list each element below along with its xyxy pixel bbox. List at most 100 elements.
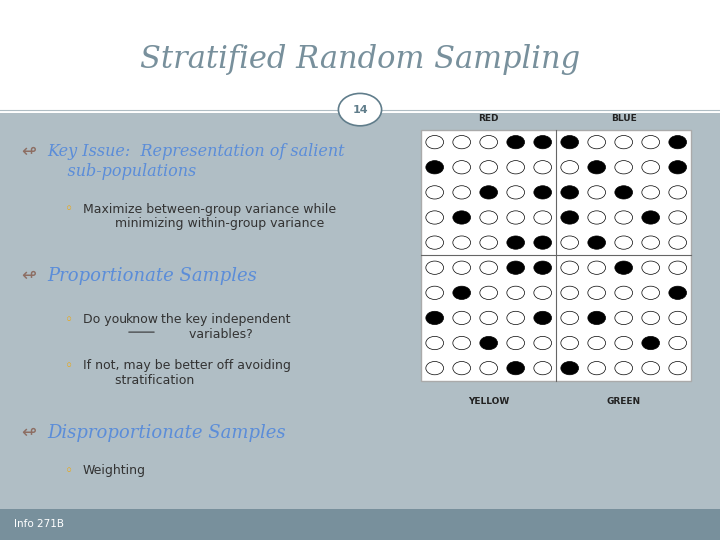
Circle shape xyxy=(507,186,525,199)
Circle shape xyxy=(615,236,633,249)
Circle shape xyxy=(588,186,606,199)
Circle shape xyxy=(480,361,498,375)
Circle shape xyxy=(615,136,633,149)
Circle shape xyxy=(534,336,552,350)
Circle shape xyxy=(561,311,579,325)
Circle shape xyxy=(615,186,633,199)
Circle shape xyxy=(588,336,606,350)
Text: If not, may be better off avoiding
        stratification: If not, may be better off avoiding strat… xyxy=(83,359,291,387)
Circle shape xyxy=(561,286,579,300)
Circle shape xyxy=(453,186,471,199)
Circle shape xyxy=(426,211,444,224)
Circle shape xyxy=(480,336,498,350)
Circle shape xyxy=(642,311,660,325)
Circle shape xyxy=(453,160,471,174)
Circle shape xyxy=(426,186,444,199)
Circle shape xyxy=(561,261,579,274)
Text: Info 271B: Info 271B xyxy=(14,519,64,529)
Circle shape xyxy=(453,136,471,149)
Circle shape xyxy=(669,286,687,300)
Circle shape xyxy=(642,336,660,350)
Circle shape xyxy=(561,160,579,174)
Circle shape xyxy=(615,286,633,300)
Text: Key Issue:  Representation of salient
    sub-populations: Key Issue: Representation of salient sub… xyxy=(47,143,344,180)
FancyBboxPatch shape xyxy=(0,0,720,113)
Text: RED: RED xyxy=(479,114,499,123)
Circle shape xyxy=(426,286,444,300)
Circle shape xyxy=(480,186,498,199)
Circle shape xyxy=(426,136,444,149)
Circle shape xyxy=(534,286,552,300)
Circle shape xyxy=(561,336,579,350)
Text: ◦: ◦ xyxy=(65,202,73,217)
Text: know: know xyxy=(126,313,159,326)
Circle shape xyxy=(453,311,471,325)
Circle shape xyxy=(669,136,687,149)
Text: Stratified Random Sampling: Stratified Random Sampling xyxy=(140,44,580,75)
Circle shape xyxy=(453,361,471,375)
Circle shape xyxy=(426,160,444,174)
Text: ◦: ◦ xyxy=(65,313,73,327)
Circle shape xyxy=(642,236,660,249)
Circle shape xyxy=(642,211,660,224)
Circle shape xyxy=(534,136,552,149)
Circle shape xyxy=(534,236,552,249)
Circle shape xyxy=(534,361,552,375)
Circle shape xyxy=(507,286,525,300)
Circle shape xyxy=(480,160,498,174)
Circle shape xyxy=(642,361,660,375)
Circle shape xyxy=(669,261,687,274)
Text: ◦: ◦ xyxy=(65,464,73,478)
Circle shape xyxy=(669,160,687,174)
Text: Disproportionate Samples: Disproportionate Samples xyxy=(47,424,285,442)
Circle shape xyxy=(453,336,471,350)
Circle shape xyxy=(426,336,444,350)
Circle shape xyxy=(426,236,444,249)
Circle shape xyxy=(426,361,444,375)
Circle shape xyxy=(669,361,687,375)
Circle shape xyxy=(561,136,579,149)
FancyBboxPatch shape xyxy=(0,509,720,540)
Circle shape xyxy=(480,261,498,274)
Circle shape xyxy=(615,361,633,375)
Text: Weighting: Weighting xyxy=(83,464,145,477)
Circle shape xyxy=(480,136,498,149)
Text: Do you: Do you xyxy=(83,313,131,326)
Circle shape xyxy=(453,236,471,249)
Circle shape xyxy=(588,236,606,249)
Circle shape xyxy=(453,211,471,224)
Circle shape xyxy=(615,336,633,350)
Circle shape xyxy=(669,186,687,199)
Text: Maximize between-group variance while
        minimizing within-group variance: Maximize between-group variance while mi… xyxy=(83,202,336,231)
Circle shape xyxy=(588,261,606,274)
Circle shape xyxy=(669,211,687,224)
Text: GREEN: GREEN xyxy=(607,397,641,406)
Circle shape xyxy=(507,311,525,325)
Circle shape xyxy=(534,160,552,174)
Circle shape xyxy=(561,211,579,224)
Circle shape xyxy=(480,236,498,249)
Circle shape xyxy=(534,311,552,325)
Circle shape xyxy=(615,311,633,325)
Circle shape xyxy=(534,211,552,224)
Circle shape xyxy=(588,286,606,300)
Circle shape xyxy=(561,186,579,199)
Circle shape xyxy=(642,286,660,300)
Circle shape xyxy=(588,160,606,174)
Circle shape xyxy=(642,186,660,199)
Circle shape xyxy=(453,286,471,300)
Circle shape xyxy=(507,261,525,274)
Circle shape xyxy=(480,311,498,325)
Circle shape xyxy=(480,211,498,224)
Circle shape xyxy=(453,261,471,274)
Circle shape xyxy=(338,93,382,126)
Circle shape xyxy=(588,311,606,325)
Text: ↫: ↫ xyxy=(22,143,37,161)
Circle shape xyxy=(480,286,498,300)
Circle shape xyxy=(426,261,444,274)
Circle shape xyxy=(615,261,633,274)
Circle shape xyxy=(615,160,633,174)
Text: BLUE: BLUE xyxy=(611,114,636,123)
Circle shape xyxy=(642,160,660,174)
Circle shape xyxy=(534,261,552,274)
